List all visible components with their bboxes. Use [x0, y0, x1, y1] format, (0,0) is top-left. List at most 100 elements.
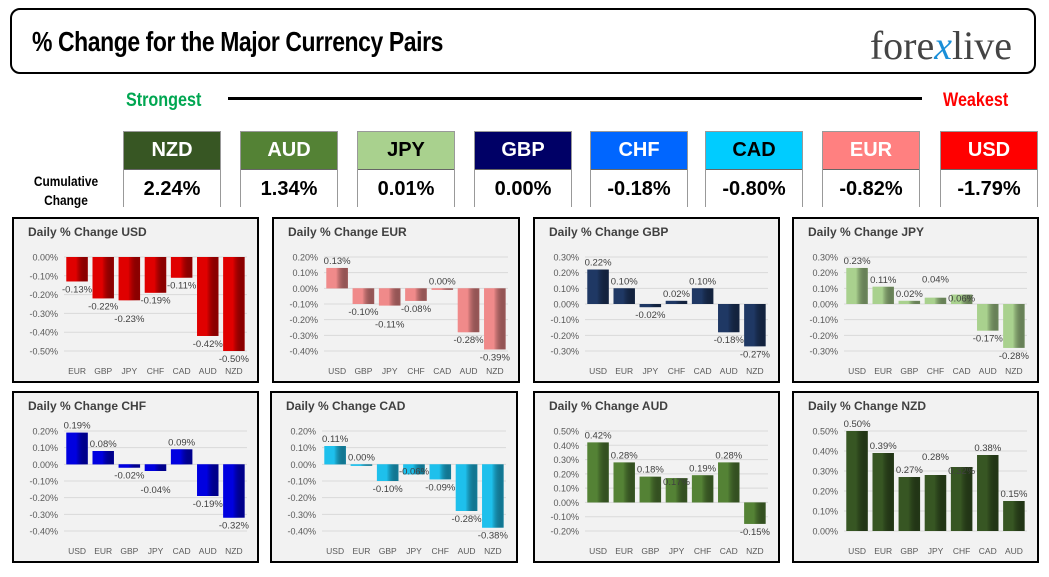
data-label: -0.28% [999, 351, 1030, 362]
bar-shade [484, 288, 506, 350]
data-label: -0.18% [714, 335, 745, 346]
chart-title: Daily % Change JPY [808, 225, 925, 239]
data-label: -0.42% [193, 339, 224, 350]
bar-shade [144, 464, 167, 471]
bar-shade [429, 464, 452, 480]
data-label: -0.13% [62, 284, 93, 295]
y-tick-label: -0.20% [550, 331, 579, 341]
x-tick-label: AUD [460, 366, 478, 376]
x-tick-label: CAD [720, 546, 738, 556]
bar-shade [977, 455, 999, 531]
bar-shade [405, 288, 427, 301]
chart-panel-gbp: Daily % Change GBP -0.30% -0.20% -0.10% 0.00… [533, 217, 780, 383]
y-tick-label: 0.20% [812, 487, 838, 497]
x-tick-label: GBP [94, 366, 112, 376]
chart-panel-nzd: Daily % Change NZD 0.00% 0.10% 0.20% 0.30% 0.… [792, 391, 1039, 563]
chart-panel-cad: Daily % Change CAD -0.40% -0.30% -0.20% -0.1… [270, 391, 518, 563]
data-label: 0.42% [585, 430, 612, 441]
x-tick-label: EUR [68, 366, 86, 376]
chart-panel-aud: Daily % Change AUD -0.20% -0.10% 0.00% 0.10%… [533, 391, 780, 563]
y-tick-label: -0.40% [29, 328, 58, 338]
bar-shade [718, 304, 740, 333]
x-tick-label: EUR [615, 546, 633, 556]
x-tick-label: CHF [953, 546, 970, 556]
chart-panel-usd: Daily % Change USD -0.50% -0.40% -0.30% -0.2… [12, 217, 259, 383]
bar-shade [898, 300, 921, 304]
x-tick-label: USD [589, 546, 607, 556]
chart-panel-eur: Daily % Change EUR -0.40% -0.30% -0.20% -0.1… [272, 217, 520, 383]
x-tick-label: JPY [643, 366, 659, 376]
y-tick-label: -0.10% [287, 477, 316, 487]
bar-shade [350, 464, 373, 466]
bar-shade [376, 464, 399, 481]
data-label: -0.32% [219, 521, 250, 532]
x-tick-label: USD [589, 366, 607, 376]
y-tick-label: -0.30% [287, 510, 316, 520]
page-title: % Change for the Major Currency Pairs [32, 26, 443, 57]
x-tick-label: GBP [120, 546, 138, 556]
x-tick-label: CHF [407, 366, 424, 376]
data-label: -0.10% [373, 484, 404, 495]
x-tick-label: JPY [928, 546, 944, 556]
bar-shade [144, 257, 167, 293]
x-tick-label: NZD [225, 546, 242, 556]
chart-title: Daily % Change USD [28, 225, 147, 239]
currency-box-gbp: GBP 0.00% [474, 131, 572, 208]
forexlive-logo: forexlive [869, 23, 1012, 68]
bar-shade [1003, 304, 1025, 348]
y-tick-label: 0.00% [812, 300, 838, 310]
x-tick-label: USD [848, 366, 866, 376]
data-label: 0.27% [896, 465, 923, 476]
bar-shade [118, 257, 141, 301]
y-tick-label: -0.20% [29, 493, 58, 503]
y-tick-label: -0.30% [29, 510, 58, 520]
currency-box-usd: USD -1.79% [940, 131, 1038, 208]
x-tick-label: NZD [486, 366, 503, 376]
x-tick-label: EUR [615, 366, 633, 376]
x-tick-label: NZD [484, 546, 501, 556]
y-tick-label: -0.10% [550, 315, 579, 325]
data-label: 0.15% [1000, 489, 1027, 500]
bar-chart: -0.40% -0.30% -0.20% -0.10% 0.00% 0.10% 0.20% U… [289, 253, 511, 377]
bar-shade [352, 288, 375, 304]
y-tick-label: 0.00% [292, 284, 318, 294]
y-tick-label: 0.30% [553, 455, 579, 465]
data-label: 0.06% [948, 294, 975, 305]
bar-shade [66, 432, 88, 465]
y-tick-label: 0.00% [812, 527, 838, 537]
y-tick-label: -0.10% [809, 315, 838, 325]
x-tick-label: CAD [694, 366, 712, 376]
y-tick-label: 0.00% [553, 300, 579, 310]
bar-chart: -0.30% -0.20% -0.10% 0.00% 0.10% 0.20% 0.30% US… [809, 253, 1030, 377]
data-label: -0.08% [401, 304, 432, 315]
chart-title: Daily % Change CHF [28, 399, 147, 413]
bar-shade [223, 464, 245, 518]
data-label: 0.17% [663, 477, 690, 488]
cumulative-value: 1.34% [241, 170, 337, 208]
data-label: -0.06% [399, 466, 430, 477]
y-tick-label: 0.40% [812, 447, 838, 457]
bar-shade [898, 477, 921, 531]
data-label: 0.18% [637, 465, 664, 476]
bar-chart: -0.20% -0.10% 0.00% 0.10% 0.20% 0.30% 0.40% 0.5… [550, 427, 770, 557]
bar-shade [482, 464, 504, 528]
x-tick-label: NZD [225, 366, 242, 376]
y-tick-label: 0.30% [812, 253, 838, 263]
title-banner: % Change for the Major Currency Pairs fo… [10, 8, 1036, 74]
bar-shade [324, 446, 346, 465]
bar-shade [378, 288, 401, 306]
x-tick-label: CAD [173, 366, 191, 376]
data-label: 0.28% [715, 450, 742, 461]
bar-shade [92, 451, 114, 465]
chart-panel-jpy: Daily % Change JPY -0.30% -0.20% -0.10% 0.00… [792, 217, 1039, 383]
x-tick-label: AUD [199, 546, 217, 556]
bar-shade [403, 464, 425, 475]
cumulative-value: -0.18% [591, 170, 687, 208]
data-label: -0.39% [480, 352, 511, 363]
y-tick-label: 0.00% [553, 498, 579, 508]
bar-shade [872, 286, 894, 304]
data-label: 0.19% [689, 463, 716, 474]
bar-shade [613, 288, 635, 304]
data-label: 0.04% [922, 275, 949, 286]
